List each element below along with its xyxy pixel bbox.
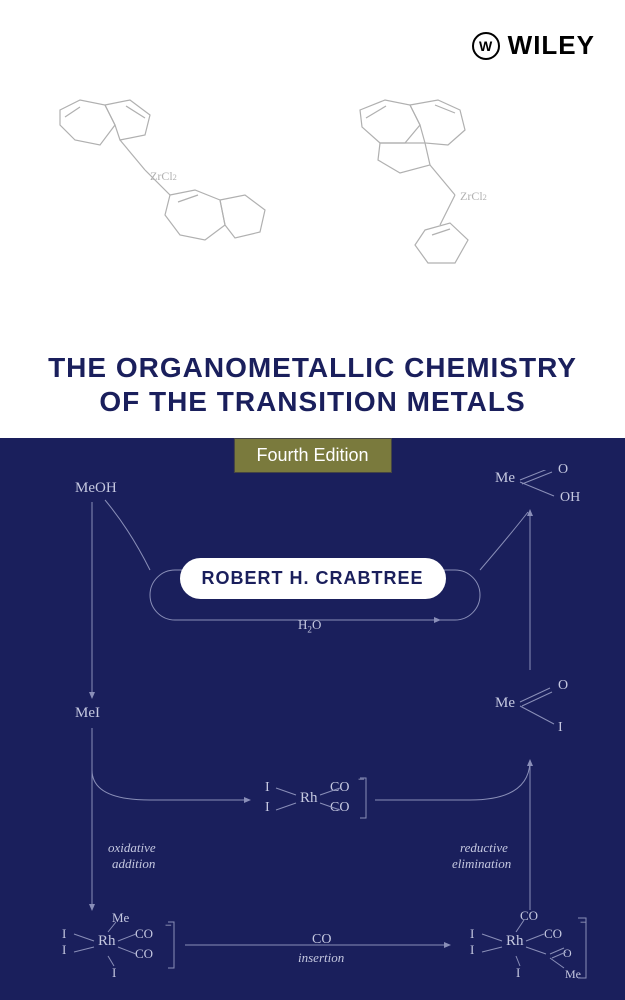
top-section: W WILEY ZrCl2 — [0, 0, 625, 440]
svg-text:ZrCl2: ZrCl2 — [460, 189, 487, 203]
catalytic-cycle-diagram: MeOH Me OH O HI H2O MeI Me O I I I Rh CO… — [20, 470, 605, 990]
publisher-logo-icon: W — [472, 32, 500, 60]
title-block: THE ORGANOMETALLIC CHEMISTRY OF THE TRAN… — [0, 352, 625, 438]
molecule-structures-icon: ZrCl2 ZrCl2 — [20, 80, 600, 280]
title-line-2: OF THE TRANSITION METALS — [0, 386, 625, 418]
edition-badge: Fourth Edition — [233, 438, 391, 473]
publisher-name: WILEY — [508, 30, 595, 61]
cycle-arrows-icon — [20, 470, 605, 990]
author-name: ROBERT H. CRABTREE — [179, 558, 445, 599]
title-line-1: THE ORGANOMETALLIC CHEMISTRY — [0, 352, 625, 384]
book-cover: W WILEY ZrCl2 — [0, 0, 625, 1000]
bottom-section: ROBERT H. CRABTREE MeOH Me OH O HI H2O M… — [0, 440, 625, 1000]
svg-text:ZrCl2: ZrCl2 — [150, 169, 177, 183]
publisher-block: W WILEY — [472, 30, 595, 61]
